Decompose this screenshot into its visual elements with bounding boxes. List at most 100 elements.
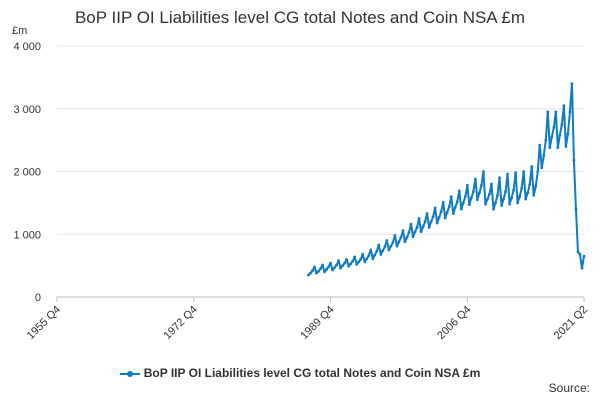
- data-point: [403, 240, 407, 244]
- data-point: [516, 201, 520, 205]
- data-point: [439, 210, 443, 214]
- series-line: [307, 82, 585, 276]
- data-point: [560, 123, 564, 126]
- data-point: [457, 189, 461, 193]
- data-point: [461, 201, 465, 205]
- data-point: [490, 182, 493, 186]
- data-point: [528, 183, 532, 187]
- data-point: [552, 126, 556, 129]
- data-point: [309, 271, 312, 275]
- data-point: [331, 268, 334, 272]
- data-point: [313, 265, 316, 269]
- data-point: [512, 188, 515, 192]
- data-point: [307, 273, 310, 277]
- data-point: [582, 254, 586, 258]
- data-point: [371, 257, 375, 261]
- data-point: [496, 193, 499, 197]
- x-tick-label: 1972 Q4: [162, 304, 200, 342]
- data-point: [377, 243, 381, 247]
- data-point: [323, 270, 326, 274]
- data-point: [576, 250, 580, 254]
- data-point: [429, 220, 433, 224]
- data-point: [407, 230, 411, 234]
- data-point: [425, 212, 429, 215]
- data-point: [484, 202, 487, 206]
- data-point: [345, 257, 349, 261]
- data-point: [443, 216, 447, 220]
- data-point: [399, 235, 403, 239]
- data-point: [554, 110, 558, 114]
- data-point: [333, 266, 336, 269]
- data-point: [423, 220, 427, 224]
- data-point: [325, 267, 328, 271]
- data-point: [353, 255, 357, 259]
- data-point: [447, 205, 451, 209]
- data-point: [542, 154, 546, 158]
- data-point: [433, 206, 437, 210]
- data-point: [359, 257, 363, 261]
- x-tick-label: 1955 Q4: [25, 304, 63, 342]
- data-point: [482, 170, 485, 173]
- data-point: [339, 266, 343, 270]
- data-point: [355, 262, 359, 266]
- data-point: [381, 249, 385, 252]
- data-point: [473, 177, 477, 181]
- data-point: [365, 257, 369, 261]
- x-tick-label: 2006 Q4: [435, 304, 473, 342]
- data-point: [494, 201, 497, 205]
- data-point: [463, 195, 467, 199]
- y-tick-label: 4 000: [13, 41, 41, 53]
- data-point: [510, 196, 513, 200]
- legend-series-swatch: [119, 369, 140, 379]
- data-point: [508, 202, 511, 206]
- data-point: [478, 191, 481, 195]
- data-point: [361, 252, 365, 256]
- chart-legend: BoP IIP OI Liabilities level CG total No…: [0, 366, 600, 380]
- data-point: [467, 203, 471, 207]
- data-point: [441, 200, 445, 204]
- data-point: [459, 207, 463, 211]
- data-point: [391, 241, 395, 244]
- data-point: [419, 230, 423, 234]
- data-point: [397, 240, 401, 244]
- data-point: [367, 254, 371, 257]
- data-point: [327, 265, 330, 269]
- data-point: [556, 146, 560, 150]
- data-point: [469, 196, 473, 200]
- legend-series-label: BoP IIP OI Liabilities level CG total No…: [143, 366, 481, 380]
- data-point: [343, 261, 347, 265]
- data-point: [349, 262, 353, 266]
- legend-dot-marker: [126, 370, 133, 377]
- data-point: [319, 267, 322, 271]
- data-point: [572, 158, 576, 162]
- data-point: [574, 207, 578, 211]
- data-point: [562, 104, 566, 108]
- data-point: [544, 138, 548, 142]
- data-point: [411, 235, 415, 239]
- data-point: [564, 145, 568, 148]
- source-label: Source:: [548, 381, 590, 395]
- data-point: [578, 252, 582, 256]
- data-point: [536, 170, 540, 173]
- data-point: [415, 225, 419, 229]
- data-point: [526, 191, 530, 195]
- data-point: [580, 266, 584, 270]
- data-point: [421, 225, 425, 229]
- data-point: [405, 235, 409, 239]
- data-point: [492, 207, 495, 211]
- chart-title: BoP IIP OI Liabilities level CG total No…: [74, 8, 526, 27]
- data-point: [375, 249, 379, 253]
- data-point: [471, 190, 475, 193]
- x-tick-label: 1989 Q4: [298, 304, 336, 342]
- data-point: [437, 215, 441, 219]
- data-point: [524, 197, 528, 201]
- data-point: [329, 261, 332, 265]
- data-point: [502, 197, 505, 201]
- y-tick-label: 0: [35, 292, 41, 304]
- data-point: [514, 171, 518, 175]
- data-point: [369, 248, 373, 252]
- data-point: [566, 132, 570, 136]
- data-point: [337, 259, 340, 263]
